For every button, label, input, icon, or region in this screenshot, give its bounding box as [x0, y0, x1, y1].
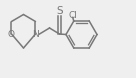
Text: O: O — [8, 29, 15, 39]
Text: Cl: Cl — [69, 11, 78, 20]
Text: N: N — [32, 29, 39, 39]
Text: S: S — [56, 6, 63, 16]
